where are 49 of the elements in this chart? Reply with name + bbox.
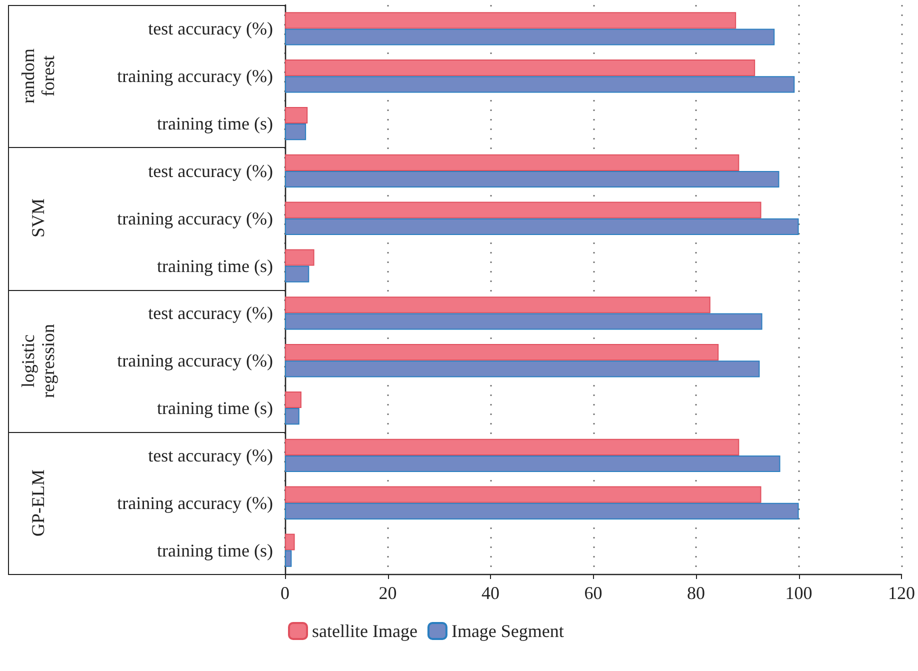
y-tick-label: test accuracy (%) (148, 303, 274, 324)
y-tick-label: training accuracy (%) (117, 208, 273, 228)
bar (285, 344, 719, 361)
y-tick-label: training time (s) (157, 114, 273, 134)
bar (285, 266, 310, 282)
x-tick-label: 40 (482, 583, 500, 603)
bar (285, 106, 308, 124)
bar (285, 486, 762, 503)
legend-label: satellite Image (312, 621, 418, 641)
y-tick-label: training time (s) (157, 540, 273, 560)
legend-label: Image Segment (451, 621, 564, 641)
bar (285, 408, 300, 425)
bar (285, 202, 762, 218)
bar (285, 154, 740, 171)
y-tick-label: test accuracy (%) (148, 445, 274, 466)
bar (285, 218, 799, 235)
y-tick-label: training accuracy (%) (117, 350, 273, 371)
text: random forest (18, 48, 58, 106)
y-tick-label: training accuracy (%) (117, 66, 273, 86)
x-tick-label: 0 (280, 583, 290, 603)
bar (285, 455, 780, 472)
bar (285, 534, 295, 550)
bar (285, 391, 302, 408)
x-tick-label: 60 (584, 583, 602, 603)
text: GP-ELM (28, 468, 48, 538)
bar (285, 28, 775, 46)
bar (285, 550, 292, 567)
bar (285, 76, 795, 93)
bar (285, 249, 314, 266)
y-tick-label: test accuracy (%) (148, 160, 274, 181)
y-tick-label: training time (s) (157, 256, 273, 276)
bar (285, 60, 756, 76)
x-tick-label: 80 (687, 583, 705, 603)
bar (285, 360, 760, 378)
text: logistic regression (18, 322, 58, 400)
y-tick-label: training time (s) (157, 398, 273, 418)
bar (285, 502, 799, 520)
bar (285, 438, 740, 456)
bar (285, 313, 762, 330)
bar (285, 170, 780, 188)
bar (285, 12, 736, 29)
y-tick-label: training accuracy (%) (117, 492, 273, 513)
bar (285, 124, 306, 140)
bar (285, 296, 710, 314)
y-tick-label: test accuracy (%) (148, 18, 274, 39)
x-tick-label: 20 (378, 583, 397, 603)
text: SVM (28, 198, 48, 240)
x-tick-label: 100 (785, 583, 812, 603)
x-tick-label: 120 (888, 583, 915, 603)
